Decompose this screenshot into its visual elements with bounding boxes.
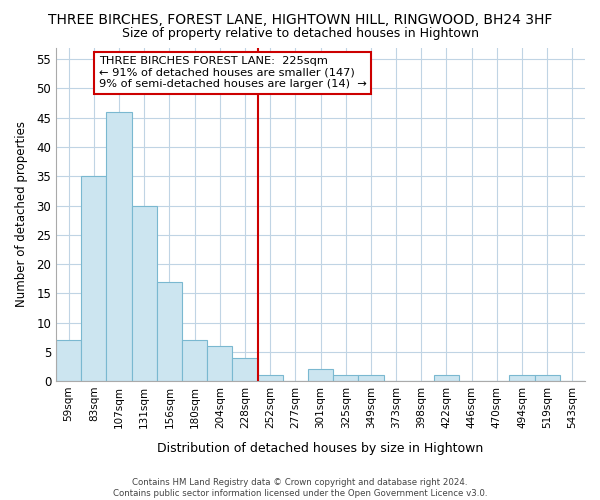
Bar xyxy=(535,376,560,381)
Bar xyxy=(106,112,131,381)
Y-axis label: Number of detached properties: Number of detached properties xyxy=(15,122,28,308)
Text: THREE BIRCHES, FOREST LANE, HIGHTOWN HILL, RINGWOOD, BH24 3HF: THREE BIRCHES, FOREST LANE, HIGHTOWN HIL… xyxy=(48,12,552,26)
Bar xyxy=(232,358,257,381)
Bar xyxy=(509,376,535,381)
Text: Size of property relative to detached houses in Hightown: Size of property relative to detached ho… xyxy=(121,28,479,40)
Bar xyxy=(157,282,182,381)
X-axis label: Distribution of detached houses by size in Hightown: Distribution of detached houses by size … xyxy=(157,442,484,455)
Bar xyxy=(207,346,232,381)
Bar xyxy=(182,340,207,381)
Bar xyxy=(56,340,81,381)
Bar xyxy=(358,376,383,381)
Bar xyxy=(308,370,333,381)
Bar xyxy=(81,176,106,381)
Bar xyxy=(434,376,459,381)
Text: Contains HM Land Registry data © Crown copyright and database right 2024.
Contai: Contains HM Land Registry data © Crown c… xyxy=(113,478,487,498)
Bar xyxy=(333,376,358,381)
Bar xyxy=(131,206,157,381)
Text: THREE BIRCHES FOREST LANE:  225sqm
← 91% of detached houses are smaller (147)
9%: THREE BIRCHES FOREST LANE: 225sqm ← 91% … xyxy=(99,56,367,90)
Bar xyxy=(257,376,283,381)
